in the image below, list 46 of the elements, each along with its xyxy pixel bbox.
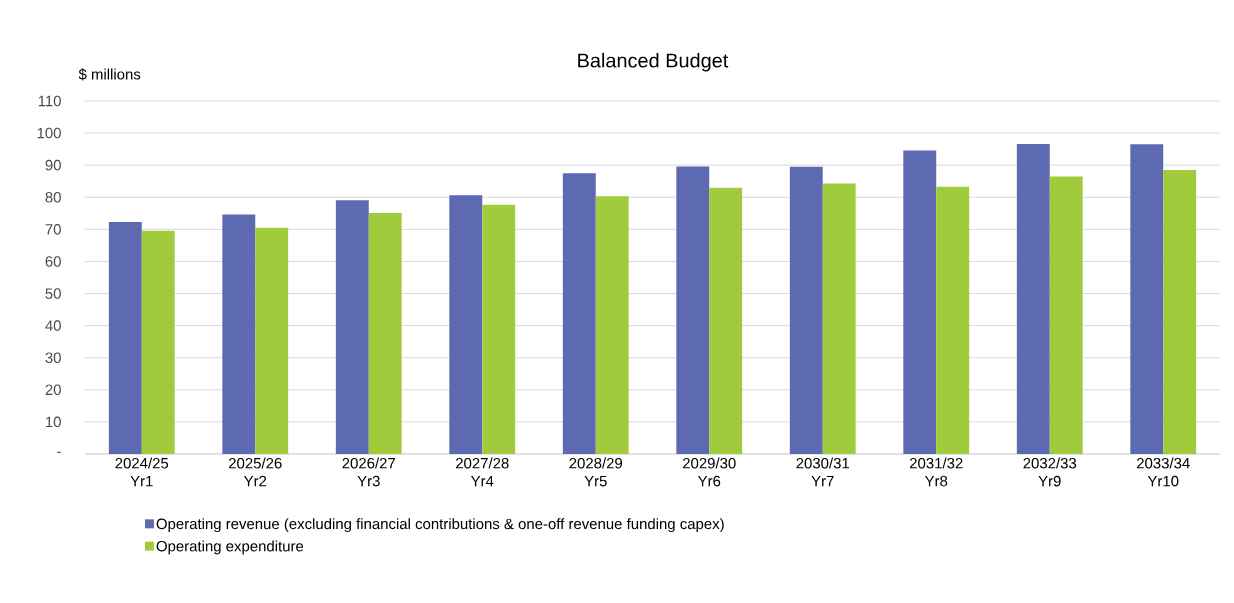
bar xyxy=(595,196,629,454)
bar xyxy=(1130,144,1164,454)
x-tick-label: 2028/29 Yr5 xyxy=(569,457,623,487)
legend-label: Operating revenue (excluding financial contributions & one-off revenue funding capex) xyxy=(156,518,724,533)
x-tick-label: 2032/33 Yr9 xyxy=(1023,457,1077,487)
x-tick-label: 2029/30 Yr6 xyxy=(682,457,736,487)
bar xyxy=(1016,143,1050,454)
y-tick-label: 100 xyxy=(37,127,61,139)
y-tick-label: 10 xyxy=(46,416,61,428)
y-tick-label: 20 xyxy=(45,384,61,396)
bar xyxy=(141,230,175,454)
y-tick-label: 50 xyxy=(45,288,61,299)
bar xyxy=(789,166,823,454)
bar xyxy=(222,214,256,454)
x-tick-label: 2026/27 Yr3 xyxy=(342,457,395,487)
bar xyxy=(1049,176,1083,454)
bar xyxy=(1163,169,1197,454)
bar xyxy=(822,183,856,454)
bar xyxy=(368,212,402,454)
bar xyxy=(482,204,516,454)
bar xyxy=(255,227,289,454)
bar xyxy=(709,187,743,454)
y-tick-label: - xyxy=(57,451,61,453)
y-tick-label: 70 xyxy=(45,224,61,235)
x-tick-label: 2024/25 Yr1 xyxy=(115,457,169,487)
x-tick-label: 2027/28 Yr4 xyxy=(455,457,509,487)
bar xyxy=(335,200,369,454)
bar xyxy=(108,221,142,454)
y-tick-label: 90 xyxy=(45,159,61,171)
bar xyxy=(676,166,710,454)
y-tick-label: 40 xyxy=(45,320,61,331)
bar xyxy=(449,195,483,454)
y-tick-label: 110 xyxy=(38,95,61,107)
x-tick-label: 2033/34 Yr10 xyxy=(1136,457,1190,487)
x-tick-label: 2031/32 Yr8 xyxy=(909,457,963,487)
bar xyxy=(562,173,596,454)
legend-label: Operating expenditure xyxy=(156,540,304,555)
x-tick-label: 2025/26 Yr2 xyxy=(229,457,282,487)
y-tick-label: 30 xyxy=(45,352,61,363)
y-tick-label: 60 xyxy=(45,256,61,267)
chart-title: Balanced Budget xyxy=(578,52,729,72)
bar xyxy=(903,150,937,454)
y-tick-label: 80 xyxy=(45,191,61,203)
x-tick-label: 2030/31 Yr7 xyxy=(796,457,850,487)
y-axis-title: $ millions xyxy=(78,68,141,81)
bar xyxy=(936,186,970,454)
